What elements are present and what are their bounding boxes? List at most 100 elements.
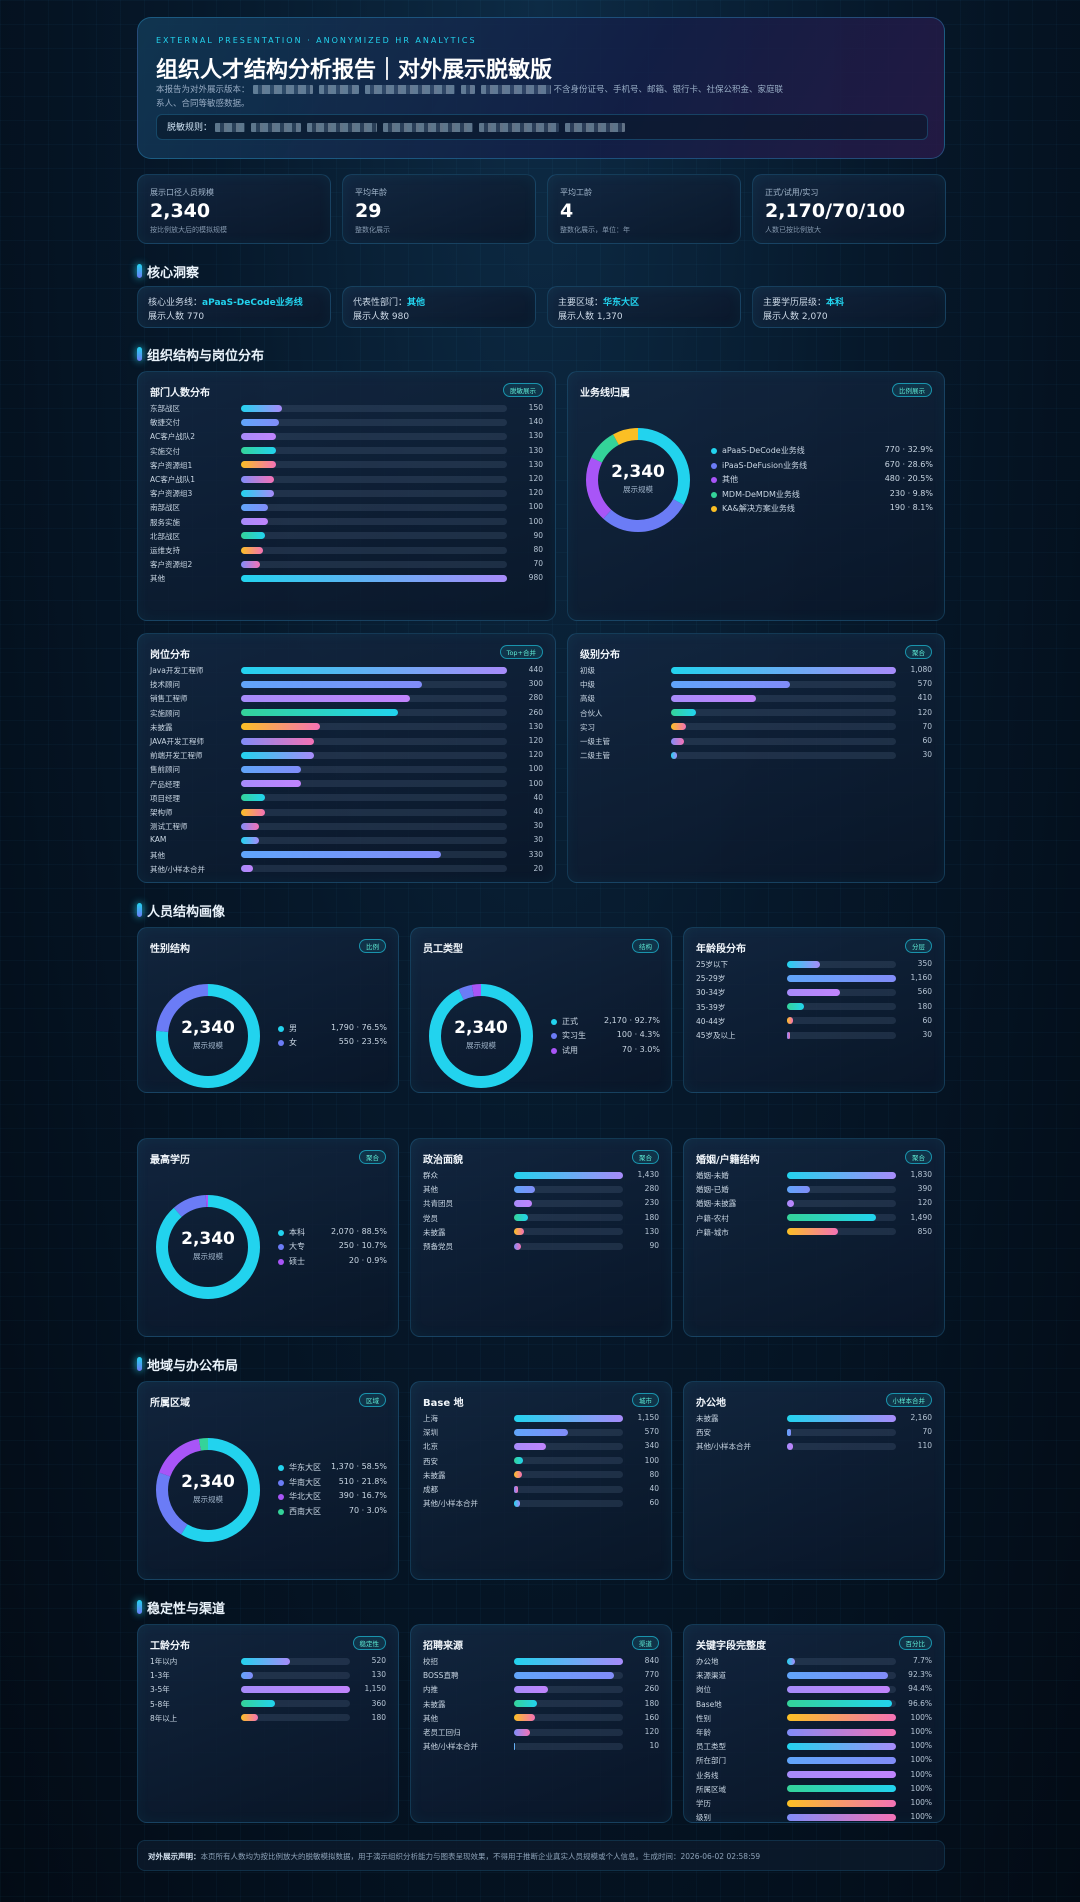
bar-track (787, 1442, 896, 1450)
bar-track (241, 680, 507, 688)
bar-label: 其他/小样本合并 (423, 1742, 479, 1752)
donut-center-value: 2,340 (181, 1018, 235, 1038)
bar-label: BOSS直聘 (423, 1671, 459, 1681)
bar (787, 1756, 896, 1764)
bar (787, 1728, 896, 1736)
kpi-card: 正式/试用/实习 2,170/70/100 人数已按比例放大 (752, 174, 946, 244)
bar-value-label: 80 (533, 545, 543, 554)
bar-value-label: 520 (371, 1656, 386, 1665)
bar-track (787, 974, 896, 982)
bar-track (514, 1214, 623, 1222)
legend-label: 试用 (562, 1045, 578, 1055)
panel-badge: 比例 (359, 939, 386, 953)
redacted (307, 123, 378, 132)
bar-value-label: 440 (528, 665, 543, 674)
panel-title: 性别结构 (150, 944, 190, 955)
bar-track (241, 461, 507, 469)
bar-track (514, 1171, 623, 1179)
bar-value-label: 1,150 (637, 1413, 659, 1422)
bar-label: 党员 (423, 1213, 438, 1223)
chart-panel: 年龄段分布 分层 25岁以下 350 25-29岁 1,160 30-34岁 560 35-39… (683, 927, 945, 1093)
bar-value-label: 130 (528, 721, 543, 731)
bar (514, 1228, 524, 1236)
legend-value: 190 · 8.1% (889, 503, 933, 512)
bar (514, 1671, 614, 1679)
legend-dot (551, 1047, 557, 1054)
bar-value-label: 30 (922, 1030, 932, 1039)
bar-label: 老员工回归 (423, 1728, 461, 1737)
kpi-note: 整数化展示，单位：年 (560, 226, 630, 234)
bar-track (241, 574, 507, 582)
bar-track (241, 475, 507, 483)
bar (241, 1671, 254, 1679)
legend-value: 770 · 32.9% (884, 445, 933, 454)
bar-track (787, 1671, 896, 1679)
bar (787, 974, 896, 982)
bar (241, 751, 314, 759)
bar-track (241, 751, 507, 759)
bar-value-label: 96.6% (908, 1698, 932, 1708)
bar-label: 45岁及以上 (696, 1031, 736, 1040)
redacted (383, 123, 474, 132)
section-marker (137, 903, 142, 917)
kpi-label: 平均工龄 (560, 188, 592, 197)
bar-label: 客户资源组3 (150, 489, 193, 499)
chart-panel: 政治面貌 聚合 群众 1,430 其他 280 共青团员 230 党员 180 未披露 130 预备党员… (410, 1138, 672, 1337)
legend-label: 正式 (562, 1016, 578, 1026)
bar-label: 所在部门 (696, 1756, 726, 1766)
bar-label: 1年以内 (150, 1657, 178, 1666)
bar (787, 1685, 890, 1693)
bar-value-label: 100% (910, 1755, 932, 1765)
kpi-label: 正式/试用/实习 (765, 188, 819, 197)
bar (514, 1185, 536, 1193)
bar-track (241, 432, 507, 440)
panel-title: 员工类型 (423, 944, 463, 955)
bar-track (241, 709, 507, 717)
bar-value-label: 140 (528, 417, 543, 427)
panel-badge: 聚合 (905, 1150, 932, 1164)
bar (241, 518, 269, 526)
bar-label: 8年以上 (150, 1713, 178, 1723)
bar-label: AC客户战队1 (150, 475, 196, 484)
kpi-card: 平均工龄 4 整数化展示，单位：年 (547, 174, 741, 244)
bar-track (671, 737, 896, 745)
bar (787, 1771, 896, 1779)
bar-label: 一级主管 (580, 737, 610, 746)
bar (787, 1185, 811, 1193)
bar-value-label: 120 (644, 1727, 659, 1736)
bar-track (241, 1714, 350, 1722)
section-marker (137, 1357, 142, 1371)
redacted (251, 123, 302, 132)
bar (241, 489, 274, 497)
bar-track (787, 1171, 896, 1179)
bar-track (787, 1685, 896, 1693)
bar (241, 666, 507, 674)
bar (514, 1657, 623, 1665)
bar-value-label: 560 (917, 987, 932, 997)
legend-dot (551, 1018, 557, 1025)
kpi-value: 2,340 (150, 200, 211, 222)
insight-card: 主要区域：华东大区 展示人数 1,370 (547, 286, 741, 328)
chart-panel: 部门人数分布 脱敏展示 东部战区 150 敏捷交付 140 AC客户战队2 130 实施交付 13… (137, 371, 556, 621)
donut-center-value: 2,340 (454, 1018, 508, 1038)
chart-panel: 最高学历 聚合 2,340 展示规模 本科 2,070 · 88.5% 大专 250 · 10… (137, 1138, 399, 1337)
bar-track (241, 546, 507, 554)
bar-label: 运维支持 (150, 546, 180, 555)
bar-label: 校招 (423, 1657, 438, 1666)
bar-value-label: 410 (917, 693, 932, 703)
bar-value-label: 30 (533, 821, 543, 831)
bar (241, 1700, 276, 1708)
bar-value-label: 60 (922, 1015, 932, 1025)
legend-dot (278, 1508, 284, 1515)
bar (514, 1685, 548, 1693)
bar-label: 35-39岁 (696, 1002, 726, 1012)
redacted (215, 123, 246, 132)
bar-label: 高级 (580, 694, 595, 704)
bar-value-label: 120 (528, 474, 543, 483)
bar-value-label: 150 (528, 403, 543, 412)
donut-center-label: 展示规模 (466, 1040, 496, 1050)
bar-track (514, 1199, 623, 1207)
panel-title: 部门人数分布 (150, 388, 210, 399)
panel-title: 最高学历 (150, 1155, 190, 1166)
bar-label: 北京 (423, 1442, 438, 1452)
